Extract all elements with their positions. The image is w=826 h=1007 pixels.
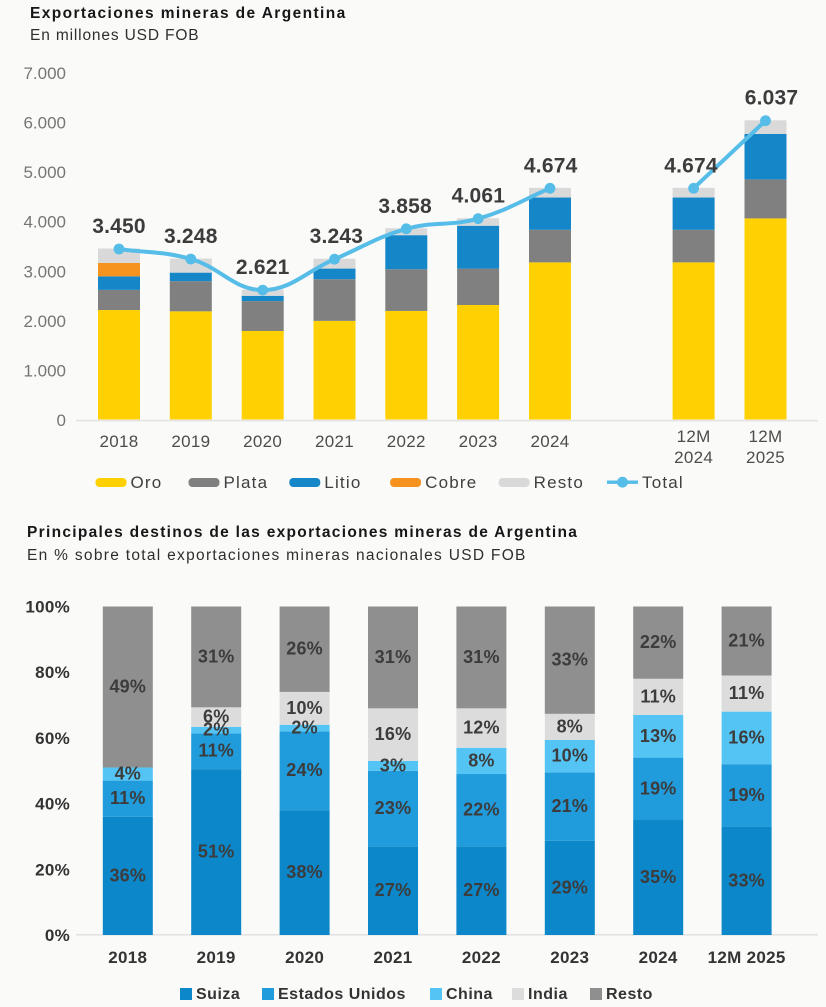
svg-text:0: 0 — [57, 411, 66, 430]
svg-text:10%: 10% — [286, 698, 323, 718]
svg-text:Suiza: Suiza — [196, 986, 240, 1003]
svg-text:21%: 21% — [551, 796, 588, 816]
svg-text:19%: 19% — [728, 785, 765, 805]
svg-text:2024: 2024 — [530, 432, 569, 451]
svg-text:22%: 22% — [463, 800, 500, 820]
svg-text:4.000: 4.000 — [23, 213, 66, 232]
svg-text:2022: 2022 — [387, 432, 426, 451]
svg-text:31%: 31% — [463, 647, 500, 667]
svg-text:100%: 100% — [25, 598, 70, 617]
svg-text:40%: 40% — [35, 795, 70, 814]
svg-text:India: India — [528, 986, 568, 1003]
svg-text:2019: 2019 — [171, 432, 210, 451]
svg-text:6.000: 6.000 — [23, 114, 66, 133]
svg-text:23%: 23% — [375, 798, 412, 818]
svg-text:4.061: 4.061 — [452, 185, 506, 208]
svg-text:22%: 22% — [640, 632, 677, 652]
svg-text:1.000: 1.000 — [23, 361, 66, 380]
svg-text:3.248: 3.248 — [164, 225, 218, 248]
svg-text:2020: 2020 — [285, 948, 324, 967]
svg-text:21%: 21% — [728, 631, 765, 651]
svg-text:38%: 38% — [286, 862, 323, 882]
svg-text:35%: 35% — [640, 867, 677, 887]
svg-text:6.037: 6.037 — [745, 87, 799, 110]
svg-text:7.000: 7.000 — [23, 64, 66, 83]
svg-text:16%: 16% — [728, 727, 765, 747]
svg-text:2%: 2% — [291, 718, 317, 738]
svg-text:3.858: 3.858 — [378, 195, 432, 218]
svg-text:8%: 8% — [557, 716, 583, 736]
svg-text:0%: 0% — [45, 926, 70, 945]
svg-text:Oro: Oro — [131, 473, 163, 492]
svg-text:2025: 2025 — [746, 448, 785, 467]
svg-text:Resto: Resto — [606, 986, 653, 1003]
svg-text:27%: 27% — [463, 880, 500, 900]
svg-text:2019: 2019 — [197, 948, 236, 967]
svg-text:11%: 11% — [640, 686, 676, 706]
svg-text:2.000: 2.000 — [23, 312, 66, 331]
svg-text:6%: 6% — [203, 707, 229, 727]
svg-text:3.243: 3.243 — [310, 225, 364, 248]
svg-text:26%: 26% — [286, 639, 323, 659]
svg-text:8%: 8% — [468, 750, 494, 770]
svg-text:12M 2025: 12M 2025 — [708, 948, 786, 967]
svg-text:2024: 2024 — [674, 448, 713, 467]
svg-text:49%: 49% — [109, 677, 146, 697]
svg-text:2020: 2020 — [243, 432, 282, 451]
svg-text:33%: 33% — [728, 870, 765, 890]
svg-text:4.674: 4.674 — [664, 154, 718, 177]
svg-text:19%: 19% — [640, 778, 677, 798]
svg-text:2%: 2% — [203, 720, 229, 740]
svg-text:China: China — [446, 986, 493, 1003]
svg-text:Total: Total — [642, 473, 684, 492]
svg-text:Litio: Litio — [324, 473, 361, 492]
svg-text:3.000: 3.000 — [23, 262, 66, 281]
svg-text:5.000: 5.000 — [23, 163, 66, 182]
svg-text:Plata: Plata — [224, 473, 269, 492]
svg-text:2022: 2022 — [462, 948, 501, 967]
svg-text:2.621: 2.621 — [236, 256, 290, 279]
svg-text:2018: 2018 — [99, 432, 138, 451]
svg-text:16%: 16% — [375, 724, 412, 744]
svg-text:11%: 11% — [110, 788, 146, 808]
svg-text:60%: 60% — [35, 729, 70, 748]
svg-text:24%: 24% — [286, 760, 323, 780]
svg-text:20%: 20% — [35, 860, 70, 879]
svg-text:2024: 2024 — [639, 948, 678, 967]
svg-text:10%: 10% — [551, 746, 588, 766]
svg-text:Resto: Resto — [534, 473, 584, 492]
svg-text:80%: 80% — [35, 663, 70, 682]
svg-text:3%: 3% — [380, 755, 406, 775]
svg-text:12%: 12% — [463, 718, 500, 738]
svg-text:29%: 29% — [551, 877, 588, 897]
svg-text:Cobre: Cobre — [425, 473, 477, 492]
svg-text:4.674: 4.674 — [524, 154, 578, 177]
svg-text:2021: 2021 — [315, 432, 354, 451]
svg-text:11%: 11% — [729, 683, 765, 703]
svg-text:12M: 12M — [677, 427, 711, 446]
svg-text:Estados Unidos: Estados Unidos — [278, 986, 406, 1003]
svg-text:3.450: 3.450 — [92, 215, 146, 238]
svg-text:2018: 2018 — [108, 948, 147, 967]
svg-text:31%: 31% — [198, 646, 235, 666]
svg-text:12M: 12M — [748, 427, 782, 446]
svg-text:27%: 27% — [375, 880, 412, 900]
svg-text:2021: 2021 — [373, 948, 412, 967]
svg-text:51%: 51% — [198, 842, 235, 862]
svg-text:11%: 11% — [198, 741, 234, 761]
svg-text:31%: 31% — [375, 647, 412, 667]
svg-text:4%: 4% — [115, 764, 141, 784]
svg-text:2023: 2023 — [459, 432, 498, 451]
svg-text:36%: 36% — [109, 865, 146, 885]
svg-text:2023: 2023 — [550, 948, 589, 967]
svg-text:33%: 33% — [551, 650, 588, 670]
svg-text:13%: 13% — [640, 726, 677, 746]
